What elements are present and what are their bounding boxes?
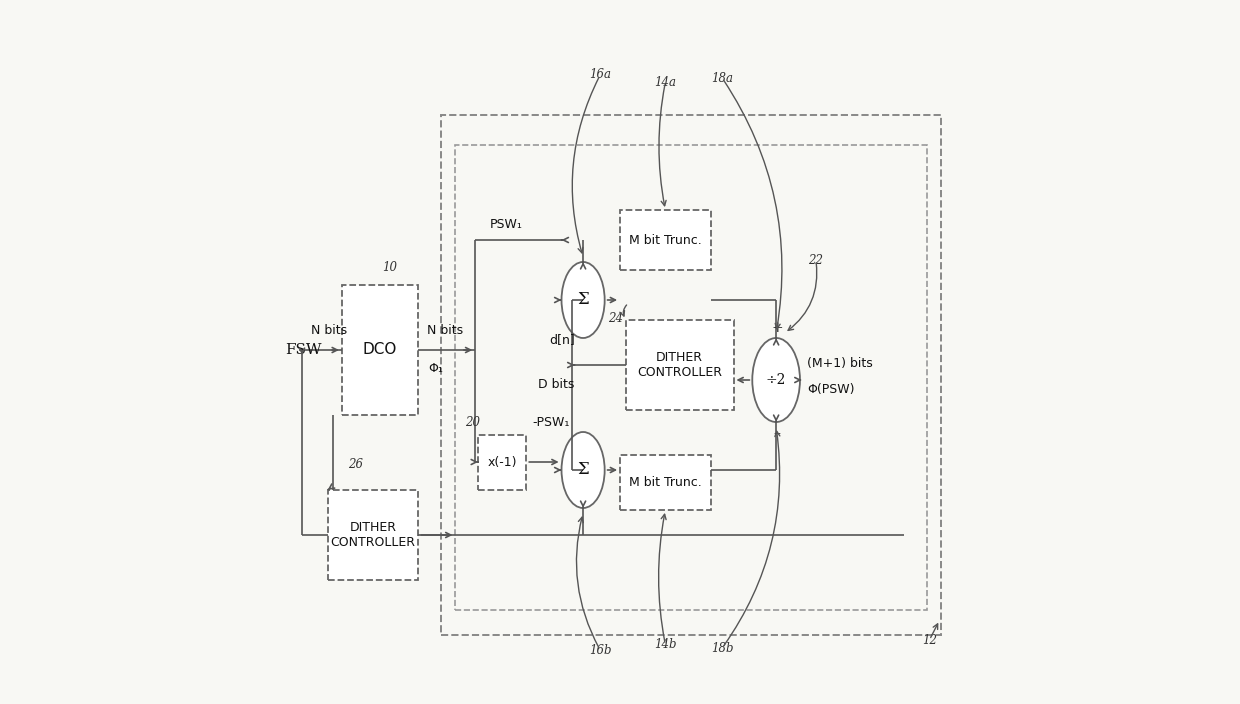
Text: -PSW₁: -PSW₁ (532, 415, 569, 429)
Text: D bits: D bits (538, 379, 574, 391)
Text: 22: 22 (808, 253, 823, 267)
Text: d[n]: d[n] (549, 334, 574, 346)
Text: 14a: 14a (655, 75, 676, 89)
Text: 16a: 16a (589, 68, 611, 82)
FancyBboxPatch shape (626, 320, 734, 410)
Text: N bits: N bits (427, 324, 463, 337)
Text: (M+1) bits: (M+1) bits (807, 356, 873, 370)
Ellipse shape (753, 338, 800, 422)
FancyBboxPatch shape (620, 210, 711, 270)
Text: 12: 12 (921, 634, 937, 646)
FancyBboxPatch shape (620, 455, 711, 510)
Text: –: – (774, 426, 781, 440)
FancyBboxPatch shape (479, 435, 526, 490)
Ellipse shape (562, 262, 605, 338)
Text: DCO: DCO (363, 343, 397, 358)
Text: Φ(PSW): Φ(PSW) (807, 384, 854, 396)
Text: DITHER
CONTROLLER: DITHER CONTROLLER (637, 351, 722, 379)
Text: 26: 26 (348, 458, 363, 472)
Text: Σ: Σ (578, 462, 589, 479)
Ellipse shape (562, 432, 605, 508)
Text: 14b: 14b (655, 639, 677, 651)
Text: DITHER
CONTROLLER: DITHER CONTROLLER (331, 521, 415, 549)
Text: 10: 10 (383, 261, 398, 275)
Text: N bits: N bits (310, 324, 347, 337)
Text: M bit Trunc.: M bit Trunc. (629, 476, 702, 489)
Text: 20: 20 (465, 415, 480, 429)
Text: 18a: 18a (712, 72, 733, 84)
Text: M bit Trunc.: M bit Trunc. (629, 234, 702, 246)
Text: +: + (771, 321, 784, 335)
Text: 24: 24 (609, 311, 624, 325)
Text: x(-1): x(-1) (487, 456, 517, 469)
Text: ÷2: ÷2 (766, 373, 786, 387)
Text: Φ₁: Φ₁ (429, 361, 444, 375)
Text: 18b: 18b (711, 641, 733, 655)
Text: FSW: FSW (285, 343, 321, 357)
Text: 16b: 16b (589, 643, 611, 657)
Text: Σ: Σ (578, 291, 589, 308)
Text: PSW₁: PSW₁ (490, 218, 522, 232)
FancyBboxPatch shape (327, 490, 418, 580)
FancyBboxPatch shape (342, 285, 418, 415)
